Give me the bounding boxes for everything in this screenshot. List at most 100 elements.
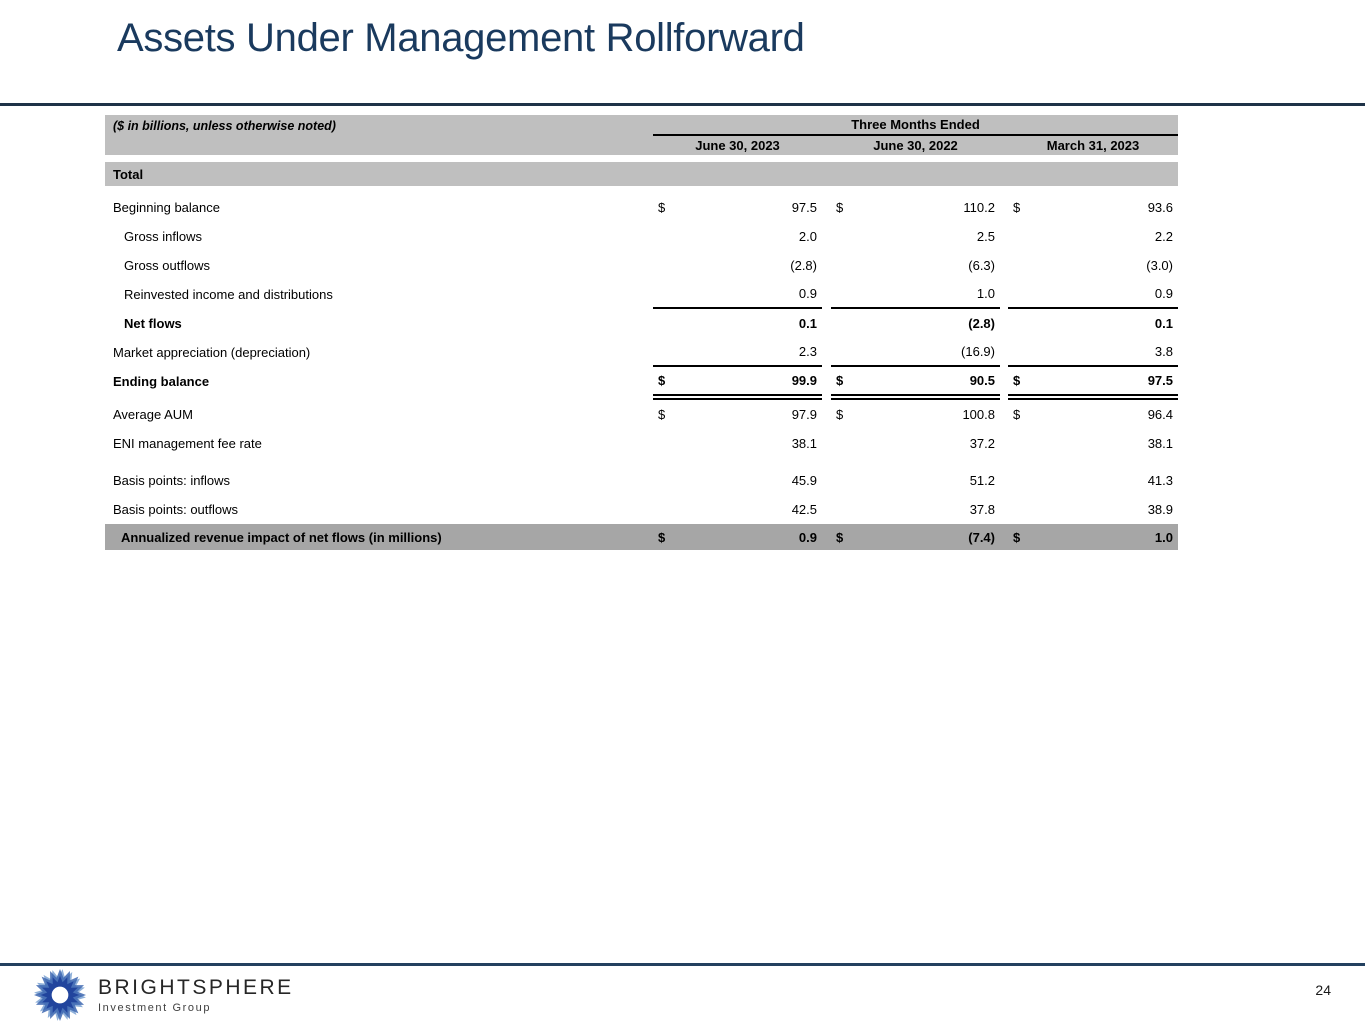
- cell-value: 96.4: [1147, 407, 1173, 422]
- double-underline: [105, 396, 1178, 400]
- cell-value: 41.3: [1147, 473, 1173, 488]
- table-row-net-flows: Net flows 0.1 (2.8) 0.1: [105, 309, 1178, 338]
- cell: $0.9: [653, 524, 822, 550]
- currency-symbol: $: [836, 200, 844, 215]
- cell: (2.8): [831, 309, 1000, 338]
- cell: 2.0: [653, 222, 822, 251]
- cell: 42.5: [653, 495, 822, 524]
- cell: 41.3: [1008, 466, 1178, 495]
- cell: (16.9): [831, 338, 1000, 367]
- currency-symbol: $: [836, 529, 844, 545]
- cell-value: 0.1: [1154, 316, 1173, 331]
- currency-symbol: $: [1013, 407, 1021, 422]
- currency-symbol: $: [1013, 529, 1021, 545]
- cell-value: 93.6: [1147, 200, 1173, 215]
- currency-symbol: $: [1013, 373, 1021, 388]
- footer-divider-line: [0, 963, 1365, 966]
- cell: 3.8: [1008, 338, 1178, 367]
- table-row-market-appreciation: Market appreciation (depreciation) 2.3 (…: [105, 338, 1178, 367]
- currency-symbol: $: [836, 407, 844, 422]
- table-body: Beginning balance $97.5 $110.2 $93.6 Gro…: [105, 193, 1178, 550]
- cell-value: 110.2: [963, 200, 995, 215]
- cell-value: (6.3): [968, 258, 995, 273]
- row-label: Average AUM: [113, 407, 193, 422]
- cell-value: 2.2: [1154, 229, 1173, 244]
- table-row-gross-inflows: Gross inflows 2.0 2.5 2.2: [105, 222, 1178, 251]
- cell-value: 38.9: [1147, 502, 1173, 517]
- cell: 38.1: [1008, 429, 1178, 458]
- cell-value: 42.5: [791, 502, 817, 517]
- units-note: ($ in billions, unless otherwise noted): [113, 118, 336, 133]
- currency-symbol: $: [836, 373, 844, 388]
- cell: 0.9: [653, 280, 822, 309]
- cell-value: (2.8): [790, 258, 817, 273]
- cell: (3.0): [1008, 251, 1178, 280]
- page-number: 24: [1315, 982, 1331, 998]
- period-header: Three Months Ended: [653, 115, 1178, 136]
- cell-value: 99.9: [791, 373, 817, 388]
- cell-value: 100.8: [962, 407, 995, 422]
- column-header: March 31, 2023: [1046, 138, 1140, 153]
- row-label: Basis points: inflows: [113, 473, 231, 488]
- cell: 0.9: [1008, 280, 1178, 309]
- row-label: Beginning balance: [113, 200, 220, 215]
- table-row-beginning-balance: Beginning balance $97.5 $110.2 $93.6: [105, 193, 1178, 222]
- cell-value: (16.9): [961, 344, 995, 359]
- column-header: June 30, 2023: [695, 138, 780, 153]
- table-row-annualized-revenue-impact: Annualized revenue impact of net flows (…: [105, 524, 1178, 550]
- cell-value: 97.5: [791, 200, 817, 215]
- table-row-ending-balance: Ending balance $99.9 $90.5 $97.5: [105, 367, 1178, 396]
- row-label: Annualized revenue impact of net flows (…: [121, 529, 442, 545]
- cell: 37.2: [831, 429, 1000, 458]
- cell: 45.9: [653, 466, 822, 495]
- table-row-gross-outflows: Gross outflows (2.8) (6.3) (3.0): [105, 251, 1178, 280]
- currency-symbol: $: [658, 200, 666, 215]
- cell: $97.5: [1008, 367, 1178, 396]
- row-label: Reinvested income and distributions: [124, 287, 333, 302]
- cell-value: (2.8): [968, 316, 995, 331]
- table-header: ($ in billions, unless otherwise noted) …: [105, 115, 1178, 155]
- cell: 0.1: [653, 309, 822, 338]
- table-row-average-aum: Average AUM $97.9 $100.8 $96.4: [105, 400, 1178, 429]
- cell: $93.6: [1008, 193, 1178, 222]
- logo-subtitle: Investment Group: [98, 1002, 212, 1014]
- cell-value: 97.9: [791, 407, 817, 422]
- cell: $ (7.4): [831, 524, 1000, 550]
- section-header-total: Total: [105, 162, 1178, 186]
- cell-value: 37.2: [969, 436, 995, 451]
- logo-name: BRIGHTSPHERE: [98, 976, 294, 999]
- cell-value: 51.2: [969, 473, 995, 488]
- column-header: June 30, 2022: [873, 138, 958, 153]
- cell: $90.5: [831, 367, 1000, 396]
- header-spacer: [105, 136, 653, 155]
- row-label: Ending balance: [113, 374, 210, 389]
- cell-value: 2.5: [976, 229, 995, 244]
- cell-value: 37.8: [969, 502, 995, 517]
- cell: 37.8: [831, 495, 1000, 524]
- cell: $97.5: [653, 193, 822, 222]
- table-row-eni-fee-rate: ENI management fee rate 38.1 37.2 38.1: [105, 429, 1178, 458]
- row-label: Market appreciation (depreciation): [113, 345, 311, 360]
- cell-value: 97.5: [1147, 373, 1173, 388]
- currency-symbol: $: [658, 373, 666, 388]
- cell: 0.1: [1008, 309, 1178, 338]
- title-divider-line: [0, 103, 1365, 106]
- cell: 2.3: [653, 338, 822, 367]
- brightsphere-logo: BRIGHTSPHERE Investment Group: [34, 969, 294, 1021]
- row-label: ENI management fee rate: [113, 436, 262, 451]
- page-title: Assets Under Management Rollforward: [117, 16, 805, 60]
- row-label: Basis points: outflows: [113, 502, 239, 517]
- row-label: Net flows: [124, 316, 182, 331]
- cell: 2.5: [831, 222, 1000, 251]
- cell: $96.4: [1008, 400, 1178, 429]
- cell-value: 38.1: [1147, 436, 1173, 451]
- cell: 38.9: [1008, 495, 1178, 524]
- cell-value: 0.9: [798, 286, 817, 301]
- currency-symbol: $: [1013, 200, 1021, 215]
- aum-rollforward-table: ($ in billions, unless otherwise noted) …: [105, 115, 1178, 550]
- cell-value: 3.8: [1154, 344, 1173, 359]
- logo-text: BRIGHTSPHERE Investment Group: [98, 976, 294, 1014]
- cell: $100.8: [831, 400, 1000, 429]
- brightsphere-starburst-icon: [34, 969, 86, 1021]
